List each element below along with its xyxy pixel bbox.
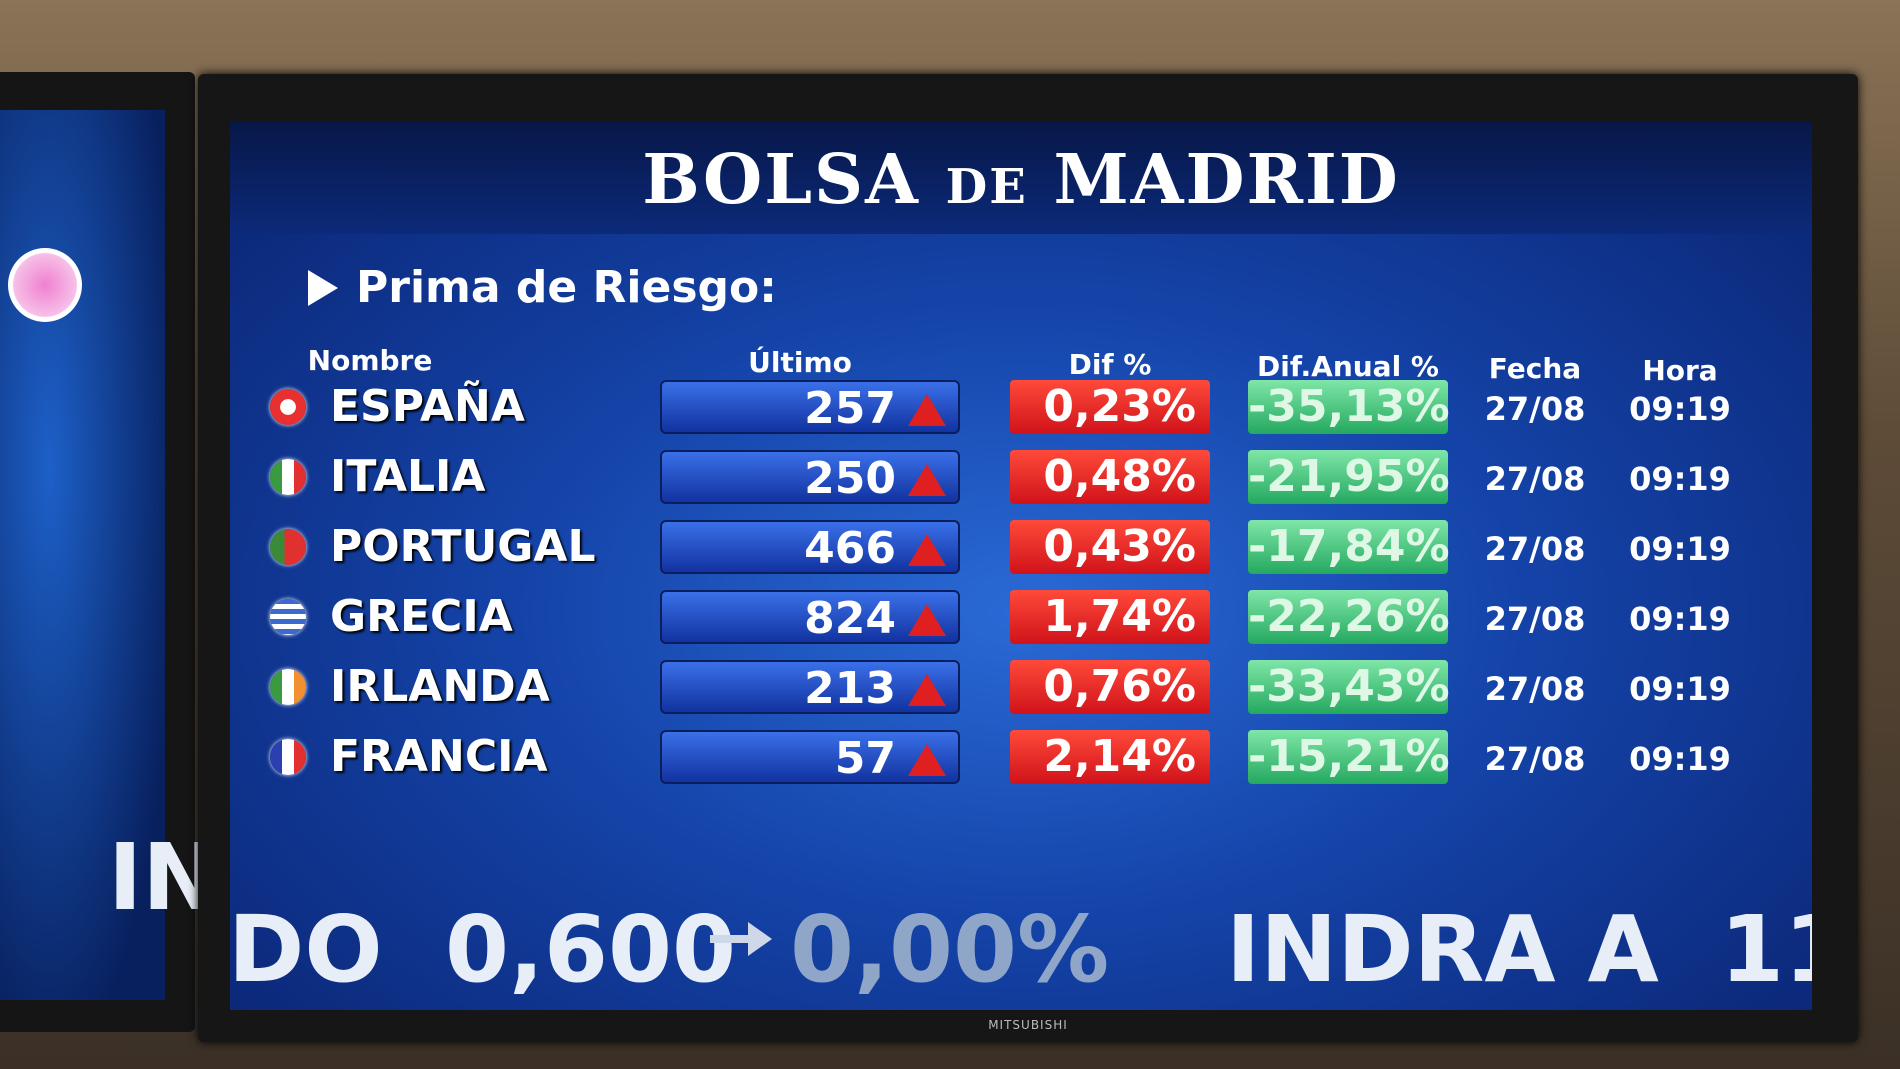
ticker-change: 0,00% (790, 896, 1110, 1003)
ticker-price: 0,600 (445, 896, 737, 1003)
country-name: PORTUGAL (330, 521, 596, 572)
flag (270, 389, 306, 425)
column-header: Dif % (1068, 348, 1152, 381)
dif-anual-value: -21,95% (1248, 450, 1450, 504)
fecha-value: 27/08 (1484, 740, 1586, 778)
dif-anual-value: -22,26% (1248, 590, 1450, 644)
column-header: Dif.Anual % (1257, 350, 1439, 383)
country-name: GRECIA (330, 591, 513, 642)
up-arrow (908, 534, 946, 566)
dif-anual-value: -33,43% (1248, 660, 1450, 714)
dif-value: 0,23% (1010, 380, 1210, 434)
hora-value: 09:19 (1629, 530, 1731, 568)
fecha-value: 27/08 (1484, 530, 1586, 568)
flag (270, 669, 306, 705)
fecha-value: 27/08 (1484, 460, 1586, 498)
dif-value: 0,43% (1010, 520, 1210, 574)
title-bar (230, 122, 1812, 234)
ultimo-value: 466 (660, 520, 960, 574)
ultimo-value: 257 (660, 380, 960, 434)
up-arrow (908, 394, 946, 426)
up-arrow (908, 604, 946, 636)
pink-dot (8, 248, 82, 322)
up-arrow (908, 464, 946, 496)
up-arrow (908, 744, 946, 776)
arrow-shaft (710, 935, 750, 943)
flag (270, 529, 306, 565)
country-name: ITALIA (330, 451, 486, 502)
brand: MITSUBISHI (988, 1018, 1068, 1032)
dif-value: 0,48% (1010, 450, 1210, 504)
ticker-next: INDRA A (1226, 896, 1659, 1003)
fecha-value: 27/08 (1484, 670, 1586, 708)
ultimo-value: 213 (660, 660, 960, 714)
up-arrow (908, 674, 946, 706)
hora-value: 09:19 (1629, 390, 1731, 428)
dif-value: 2,14% (1010, 730, 1210, 784)
country-name: ESPAÑA (330, 381, 525, 432)
dif-value: 1,74% (1010, 590, 1210, 644)
column-header: Fecha (1488, 352, 1582, 385)
title: BOLSA de MADRID (642, 140, 1400, 220)
flag (270, 599, 306, 635)
flag (270, 459, 306, 495)
fecha-value: 27/08 (1484, 390, 1586, 428)
arrow-head (748, 922, 772, 956)
ticker-next-price: 11 (1720, 896, 1812, 1003)
hora-value: 09:19 (1629, 740, 1731, 778)
dif-value: 0,76% (1010, 660, 1210, 714)
section-title: Prima de Riesgo: (308, 262, 777, 313)
dif-anual-value: -15,21% (1248, 730, 1450, 784)
flag (270, 739, 306, 775)
dif-anual-value: -35,13% (1248, 380, 1450, 434)
ultimo-value: 824 (660, 590, 960, 644)
dif-anual-value: -17,84% (1248, 520, 1450, 574)
hora-value: 09:19 (1629, 600, 1731, 638)
column-header: Último (748, 346, 852, 379)
column-header: Hora (1642, 354, 1718, 387)
country-name: FRANCIA (330, 731, 548, 782)
left-screen: IN (0, 110, 219, 1000)
column-header: Nombre (307, 344, 433, 377)
ultimo-value: 250 (660, 450, 960, 504)
fecha-value: 27/08 (1484, 600, 1586, 638)
ultimo-value: 57 (660, 730, 960, 784)
screen: BOLSA de MADRID Prima de Riesgo: DO 0,60… (230, 122, 1812, 1010)
hora-value: 09:19 (1629, 460, 1731, 498)
ticker-text: DO (230, 896, 383, 1003)
country-name: IRLANDA (330, 661, 550, 712)
hora-value: 09:19 (1629, 670, 1731, 708)
